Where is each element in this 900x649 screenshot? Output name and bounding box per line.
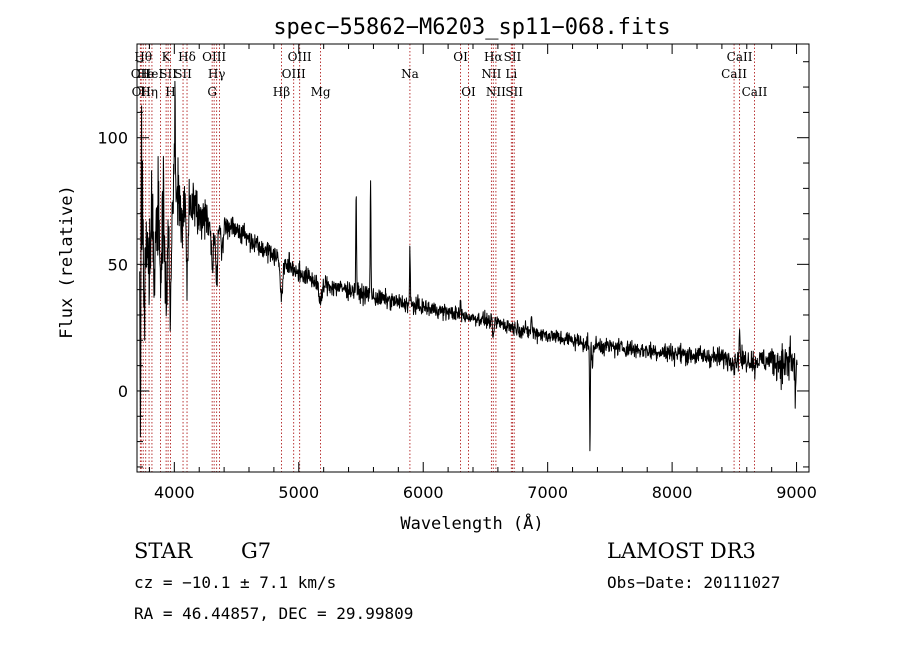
y-tick-label: 100 (97, 129, 128, 148)
line-marker-label: HeI (141, 67, 164, 81)
x-tick-label: 5000 (278, 483, 319, 502)
chart-title: spec−55862−M6203_sp11−068.fits (273, 15, 670, 40)
x-tick-label: 7000 (527, 483, 568, 502)
y-tick-label: 50 (108, 255, 128, 274)
line-marker-label: Hδ (178, 50, 196, 64)
line-marker-labels: OIIOIIHθHeHηHeIKSIIHSIIHδGOIIIHγHβOIIIOI… (131, 50, 768, 99)
line-marker-label: K (162, 50, 172, 64)
axis-ticks (137, 44, 809, 472)
line-marker-label: He (137, 67, 155, 81)
x-tick-label: 8000 (652, 483, 693, 502)
line-marker-label: SII (505, 85, 523, 99)
subclass: G7 (241, 539, 271, 563)
line-marker-label: SII (159, 67, 177, 81)
line-marker-label: Hα (484, 50, 503, 64)
object-class: STAR (134, 539, 193, 563)
line-marker-label: SII (504, 50, 522, 64)
x-tick-label: 6000 (403, 483, 444, 502)
obs-date: Obs−Date: 20111027 (607, 573, 780, 592)
spectrum-line (139, 80, 798, 452)
line-marker-label: SII (174, 67, 192, 81)
line-marker-label: CaII (721, 67, 747, 81)
y-tick-label: 0 (118, 382, 128, 401)
line-marker-label: NII (486, 85, 506, 99)
plot-frame (136, 43, 810, 473)
line-marker-label: OII (131, 67, 151, 81)
line-marker-label: H (165, 85, 175, 99)
line-marker-label: NII (481, 67, 501, 81)
x-axis-label: Wavelength (Å) (400, 512, 543, 534)
line-marker-label: CaII (742, 85, 768, 99)
y-axis-label: Flux (relative) (57, 185, 77, 339)
line-marker-label: OIII (282, 67, 306, 81)
line-marker-label: G (207, 85, 217, 99)
x-tick-label: 9000 (776, 483, 817, 502)
line-marker-label: OII (132, 85, 152, 99)
axis-tick-labels: 4000 5000 6000 7000 8000 9000 0 50 100 (97, 129, 816, 502)
survey-name: LAMOST DR3 (607, 539, 756, 563)
line-marker-label: CaII (727, 50, 753, 64)
line-marker-label: OI (453, 50, 468, 64)
line-marker-label: OI (461, 85, 476, 99)
line-marker-label: OIII (288, 50, 312, 64)
line-marker-label: Hγ (208, 67, 226, 81)
line-marker-label: Hη (140, 85, 158, 99)
redshift-readout: cz = −10.1 ± 7.1 km/s (134, 573, 336, 592)
line-marker-label: Hβ (273, 85, 290, 99)
line-marker-label: Li (505, 67, 517, 81)
line-marker-label: Hθ (134, 50, 152, 64)
line-markers (139, 44, 755, 472)
line-marker-label: OIII (202, 50, 226, 64)
line-marker-label: Na (401, 67, 419, 81)
coordinates: RA = 46.44857, DEC = 29.99809 (134, 604, 413, 623)
x-tick-label: 4000 (154, 483, 195, 502)
line-marker-label: Mg (311, 85, 331, 99)
